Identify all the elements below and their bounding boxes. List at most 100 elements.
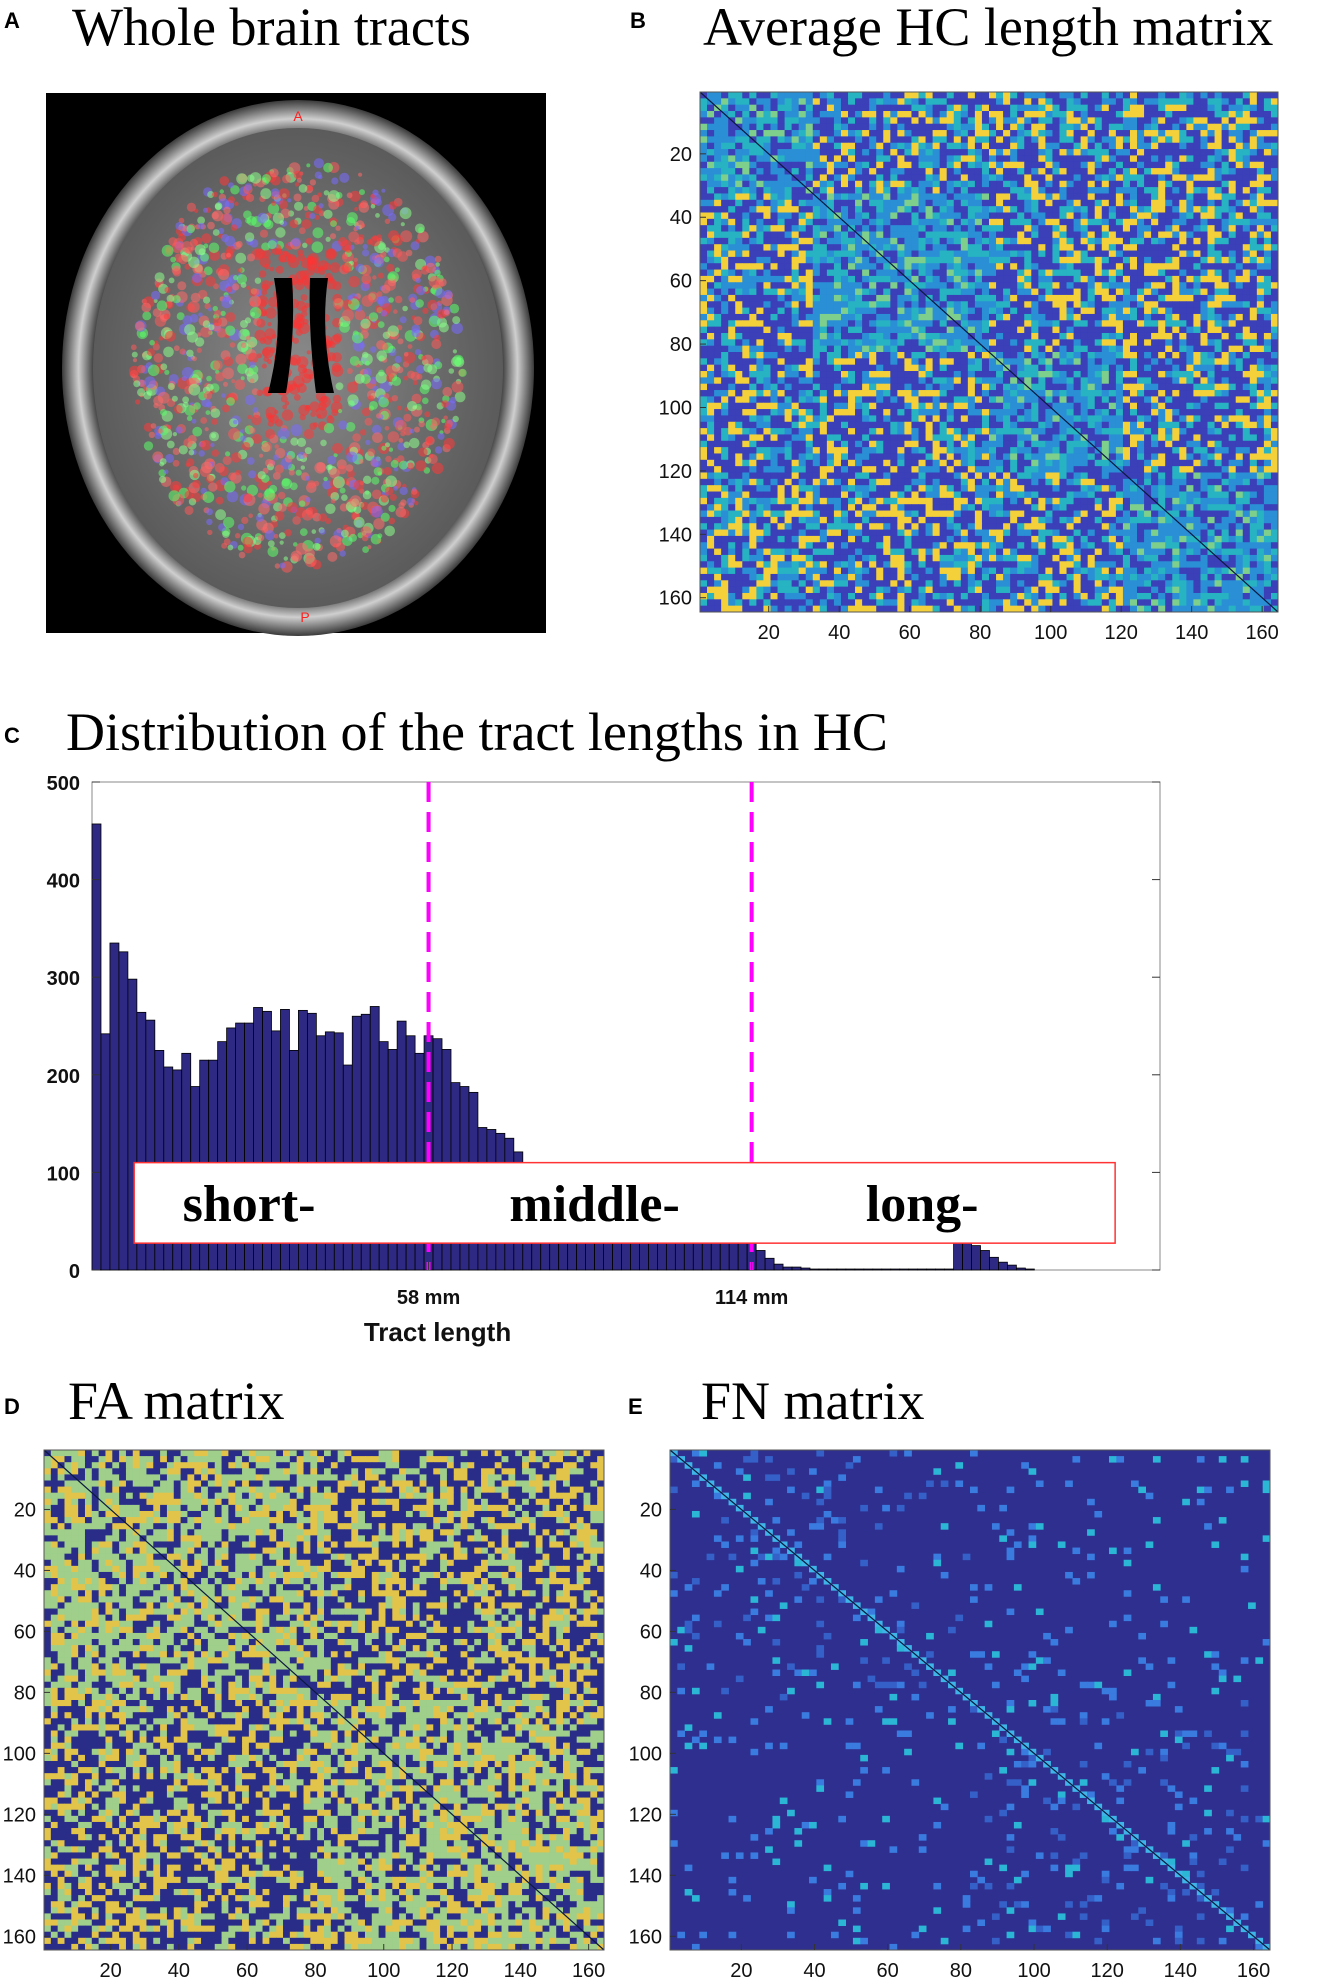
length-matrix-heatmap: 20 40 60 80 100 120 140 160 20 40 60 80 100 120 140 160 bbox=[659, 91, 1279, 644]
y-tick-label: 20 bbox=[14, 1499, 36, 1521]
x-tick-label: 40 bbox=[803, 1960, 825, 1982]
histogram-bar bbox=[764, 1257, 775, 1271]
anterior-marker: A bbox=[293, 108, 303, 124]
y-tick-label: 140 bbox=[629, 1865, 662, 1887]
histogram-bar bbox=[1024, 1268, 1035, 1271]
histogram-bar bbox=[845, 1268, 856, 1271]
x-tick-label: 160 bbox=[1245, 622, 1278, 644]
y-tick-label: 500 bbox=[47, 773, 80, 795]
panel-letter-a: A bbox=[4, 8, 20, 33]
histogram-bar bbox=[908, 1268, 919, 1271]
region-label-box bbox=[133, 1161, 1116, 1244]
brain-tract-image: A P bbox=[46, 93, 546, 636]
x-tick-label: 80 bbox=[969, 622, 991, 644]
y-tick-label: 140 bbox=[3, 1865, 36, 1887]
y-tick-label: 120 bbox=[629, 1804, 662, 1826]
x-tick-label: 40 bbox=[828, 622, 850, 644]
y-tick-label: 100 bbox=[47, 1163, 80, 1185]
histogram-bar bbox=[989, 1256, 999, 1271]
y-tick-label: 200 bbox=[47, 1066, 80, 1088]
histogram-bar bbox=[962, 1240, 972, 1271]
y-tick-label: 140 bbox=[659, 524, 692, 546]
histogram-bar bbox=[926, 1268, 937, 1271]
posterior-marker: P bbox=[300, 609, 309, 625]
x-tick-label: 20 bbox=[730, 1960, 752, 1982]
y-tick-label: 160 bbox=[629, 1926, 662, 1948]
histogram-bar bbox=[863, 1268, 874, 1271]
panel-letter-b: B bbox=[630, 8, 646, 33]
x-tick-label: 100 bbox=[1017, 1960, 1050, 1982]
y-tick-label: 160 bbox=[3, 1926, 36, 1948]
x-tick-label: 114 mm bbox=[715, 1287, 788, 1309]
y-tick-label: 120 bbox=[3, 1804, 36, 1826]
histogram-bar bbox=[791, 1266, 802, 1271]
x-tick-label: 60 bbox=[877, 1960, 899, 1982]
fa-matrix-heatmap: 20 40 60 80 100 120 140 160 20 40 60 80 100 120 140 160 bbox=[3, 1449, 605, 1982]
panel-title-a: Whole brain tracts bbox=[72, 0, 471, 57]
y-tick-label: 60 bbox=[640, 1621, 662, 1643]
y-tick-label: 120 bbox=[659, 461, 692, 483]
histogram-bar bbox=[1016, 1267, 1026, 1271]
y-tick-label: 60 bbox=[14, 1621, 36, 1643]
histogram-bar bbox=[935, 1268, 946, 1271]
x-tick-label: 140 bbox=[504, 1960, 537, 1982]
histogram-bar bbox=[998, 1261, 1008, 1271]
histogram-bar bbox=[755, 1250, 766, 1271]
panel-title-d: FA matrix bbox=[68, 1371, 285, 1431]
x-tick-label: 160 bbox=[572, 1960, 605, 1982]
histogram-bar bbox=[881, 1268, 892, 1271]
histogram-bar bbox=[854, 1268, 865, 1271]
region-label: long- bbox=[866, 1176, 979, 1233]
y-tick-label: 300 bbox=[47, 968, 80, 990]
heatmap-diagonal bbox=[669, 1449, 1271, 1951]
histogram-bar bbox=[944, 1268, 954, 1271]
histogram-bar bbox=[980, 1250, 990, 1271]
y-tick-label: 40 bbox=[640, 1560, 662, 1582]
x-tick-label: 140 bbox=[1175, 622, 1208, 644]
tract-length-histogram: 0 100 200 300 400 500 58 mm 114 mm Tract length s… bbox=[47, 773, 1161, 1347]
histogram-bar bbox=[971, 1245, 981, 1271]
x-tick-label: 60 bbox=[899, 622, 921, 644]
histogram-bar bbox=[827, 1268, 838, 1271]
y-tick-label: 40 bbox=[670, 207, 692, 229]
y-tick-label: 80 bbox=[14, 1682, 36, 1704]
y-tick-label: 60 bbox=[670, 271, 692, 293]
panel-letter-d: D bbox=[4, 1394, 20, 1419]
histogram-bar bbox=[109, 942, 120, 1271]
histogram-bar bbox=[872, 1268, 883, 1271]
histogram-bar bbox=[100, 1033, 111, 1271]
histogram-bar bbox=[118, 951, 129, 1271]
y-tick-label: 100 bbox=[659, 397, 692, 419]
region-label: middle- bbox=[509, 1176, 679, 1233]
panel-title-b: Average HC length matrix bbox=[703, 0, 1274, 57]
panel-title-c: Distribution of the tract lengths in HC bbox=[66, 702, 888, 762]
y-tick-label: 20 bbox=[670, 144, 692, 166]
y-tick-label: 20 bbox=[640, 1499, 662, 1521]
histogram-bar bbox=[809, 1268, 820, 1271]
x-tick-label: 58 mm bbox=[397, 1287, 460, 1309]
heatmap-diagonal bbox=[699, 91, 1279, 613]
x-tick-label: 80 bbox=[304, 1960, 326, 1982]
x-tick-label: 100 bbox=[367, 1960, 400, 1982]
region-label: short- bbox=[183, 1176, 316, 1233]
histogram-bar bbox=[836, 1268, 847, 1271]
x-tick-label: 120 bbox=[1104, 622, 1137, 644]
histogram-bar bbox=[890, 1268, 901, 1271]
y-tick-label: 400 bbox=[47, 871, 80, 893]
x-tick-label: 20 bbox=[758, 622, 780, 644]
histogram-bar bbox=[917, 1268, 928, 1271]
x-tick-label: 120 bbox=[1091, 1960, 1124, 1982]
histogram-bar bbox=[800, 1267, 811, 1271]
x-tick-label: 20 bbox=[99, 1960, 121, 1982]
x-tick-label: 40 bbox=[168, 1960, 190, 1982]
x-tick-label: 60 bbox=[236, 1960, 258, 1982]
panel-title-e: FN matrix bbox=[701, 1371, 925, 1431]
y-tick-label: 80 bbox=[670, 334, 692, 356]
histogram-bar bbox=[782, 1266, 793, 1271]
tract-overlay bbox=[129, 158, 467, 573]
y-tick-label: 100 bbox=[629, 1743, 662, 1765]
panel-letter-e: E bbox=[628, 1394, 643, 1419]
x-tick-label: 140 bbox=[1164, 1960, 1197, 1982]
heatmap-cells bbox=[700, 92, 1279, 613]
fn-matrix-heatmap: 20 40 60 80 100 120 140 160 20 40 60 80 100 120 140 160 bbox=[629, 1449, 1271, 1982]
